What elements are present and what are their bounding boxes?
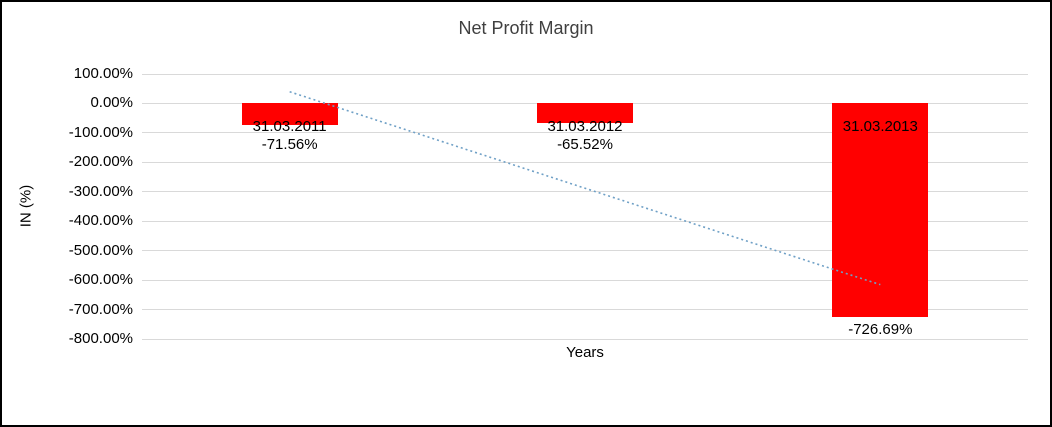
category-label: 31.03.2011: [252, 118, 327, 136]
data-label: -726.69%: [848, 321, 913, 339]
y-tick-label: 100.00%: [73, 65, 133, 82]
gridline: [142, 309, 1028, 311]
chart-title: Net Profit Margin: [458, 18, 594, 38]
category-label: 31.03.2012: [547, 118, 623, 136]
y-tick-label: -400.00%: [68, 212, 133, 230]
y-tick-label: 0.00%: [90, 94, 133, 112]
y-tick-label: -700.00%: [68, 300, 133, 318]
y-tick-label: -200.00%: [68, 153, 133, 171]
y-tick-label: -500.00%: [68, 241, 133, 259]
bar: [832, 103, 929, 318]
gridline: [142, 338, 1028, 340]
data-label: -71.56%: [261, 136, 318, 154]
gridline: [142, 73, 1028, 75]
category-label: 31.03.2013: [842, 118, 918, 136]
y-tick-label: -800.00%: [68, 330, 133, 347]
x-axis-title: Years: [566, 344, 604, 361]
y-tick-label: -600.00%: [68, 271, 133, 289]
data-label: -65.52%: [557, 136, 613, 154]
y-tick-label: -100.00%: [68, 123, 133, 141]
y-tick-label: -300.00%: [68, 182, 133, 200]
